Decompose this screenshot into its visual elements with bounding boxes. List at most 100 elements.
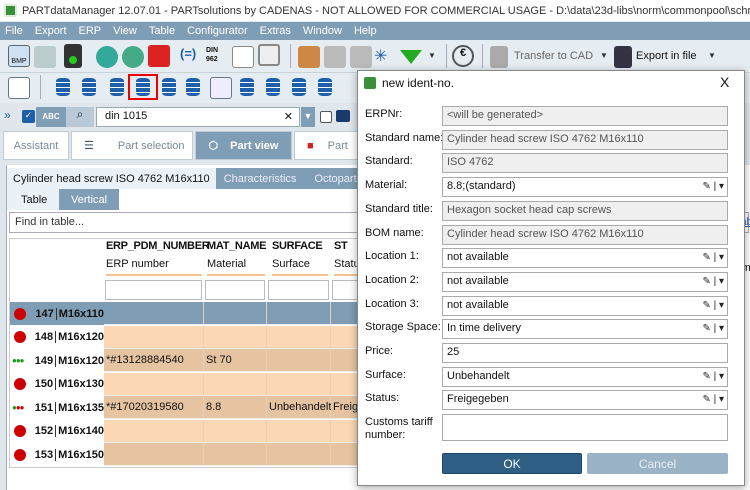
location-1-field[interactable]: not available ✎ | ▾ [442, 248, 728, 269]
cell-status[interactable] [331, 419, 360, 443]
cell-erp[interactable] [104, 302, 204, 325]
price-search-icon[interactable]: € [452, 45, 474, 67]
table-row[interactable]: 153 M16x150 [10, 443, 360, 466]
db-view-icon[interactable] [266, 78, 280, 96]
ok-button[interactable]: OK [442, 453, 582, 474]
search-checkbox[interactable]: ✓ [22, 110, 35, 123]
edit-dropdown-icon[interactable]: ✎ | ▾ [702, 323, 724, 335]
explode-icon[interactable] [324, 46, 346, 68]
search-dropdown-icon[interactable]: ▼ [301, 107, 315, 127]
cell-erp[interactable] [104, 419, 204, 443]
cell-status[interactable] [331, 372, 360, 396]
traffic-light-icon[interactable] [64, 44, 82, 68]
menu-table[interactable]: Table [148, 25, 176, 37]
table-row[interactable]: ●●● 151 M16x135 *#17020319580 8.8 Unbehand… [10, 396, 360, 419]
location-3-field[interactable]: not available ✎ | ▾ [442, 295, 728, 316]
fulltext-search-icon[interactable]: ⌕ [66, 107, 94, 127]
cell-surface[interactable] [267, 372, 331, 396]
table-row[interactable]: 150 M16x130 [10, 372, 360, 396]
panel-icon[interactable] [8, 77, 30, 99]
db-warning-icon[interactable] [318, 78, 332, 96]
subtab-part[interactable]: Cylinder head screw ISO 4762 M16x110 [7, 168, 216, 189]
cell-erp[interactable] [104, 325, 204, 349]
column-surface[interactable]: SURFACE Surface [272, 240, 328, 276]
filter-material[interactable] [205, 280, 265, 300]
subtab-characteristics[interactable]: Characteristics [223, 172, 297, 185]
db-sort-icon[interactable] [292, 78, 306, 96]
menu-view[interactable]: View [113, 25, 137, 37]
edit-dropdown-icon[interactable]: ✎ | ▾ [702, 370, 724, 382]
table-row[interactable]: 148 M16x120 [10, 325, 360, 349]
tab-part[interactable]: ■ Part [294, 131, 360, 160]
cell-surface[interactable] [267, 325, 331, 349]
cell-material[interactable] [204, 325, 267, 349]
edit-dropdown-icon[interactable]: ✎ | ▾ [702, 299, 724, 311]
cell-status[interactable] [331, 443, 360, 466]
cell-material[interactable]: 8.8 [204, 396, 267, 419]
cell-material[interactable] [204, 419, 267, 443]
view-tab-vertical[interactable]: Vertical [59, 189, 119, 210]
edit-dropdown-icon[interactable]: ✎ | ▾ [702, 181, 724, 193]
material-field[interactable]: 8.8;(standard) ✎ | ▾ [442, 177, 728, 198]
column-erp-number[interactable]: ERP_PDM_NUMBER ERP number [106, 240, 210, 276]
cell-erp[interactable] [104, 372, 204, 396]
customs-tariff-number-field[interactable] [442, 414, 728, 442]
transfer-dropdown-icon[interactable]: ▼ [600, 51, 608, 60]
formula-icon[interactable]: (=) [180, 46, 197, 61]
certificate-icon[interactable] [232, 46, 254, 68]
db-help-icon[interactable] [186, 78, 200, 96]
cell-erp[interactable] [104, 443, 204, 466]
filter-erp[interactable] [105, 280, 202, 300]
cell-material[interactable] [204, 372, 267, 396]
table-row[interactable]: 147 M16x110 [10, 302, 360, 325]
db-add-icon[interactable] [162, 78, 176, 96]
cell-erp[interactable]: *#13128884540 [104, 349, 204, 372]
cancel-button[interactable]: Cancel [587, 453, 728, 474]
table-row[interactable]: 152 M16x140 [10, 419, 360, 443]
book-icon[interactable] [336, 110, 350, 122]
close-button[interactable]: X [720, 74, 730, 90]
cell-surface[interactable] [267, 302, 331, 325]
search-input[interactable]: din 1015 ✕ [96, 107, 300, 127]
export-dropdown-icon[interactable]: ▼ [708, 51, 716, 60]
column-material[interactable]: MAT_NAME Material [207, 240, 266, 276]
table-row[interactable]: ●●● 149 M16x120 *#13128884540 St 70 [10, 349, 360, 372]
location-2-field[interactable]: not available ✎ | ▾ [442, 271, 728, 292]
column-status[interactable]: ST Statu [334, 240, 360, 276]
db-user-icon[interactable] [82, 78, 96, 96]
menu-export[interactable]: Export [34, 25, 67, 37]
db-search-icon[interactable] [56, 78, 70, 96]
cell-surface[interactable]: Unbehandelt [267, 396, 331, 419]
din-icon[interactable]: DIN 962 [206, 47, 219, 63]
db-mail-icon[interactable] [136, 78, 150, 96]
edit-dropdown-icon[interactable]: ✎ | ▾ [702, 252, 724, 264]
database-icon[interactable] [110, 78, 124, 96]
menu-window[interactable]: Window [302, 25, 342, 37]
bmp-icon[interactable]: BMP [8, 45, 30, 67]
tree-icon[interactable] [350, 46, 372, 68]
cart-icon[interactable] [34, 46, 56, 68]
storage-space-field[interactable]: In time delivery ✎ | ▾ [442, 319, 728, 340]
subtab-octopart[interactable]: Octopart [314, 172, 357, 185]
option-checkbox[interactable] [320, 111, 332, 123]
table-icon[interactable] [210, 77, 232, 99]
filter-status[interactable] [332, 280, 358, 300]
cell-surface[interactable] [267, 419, 331, 443]
edit-dropdown-icon[interactable]: ✎ | ▾ [702, 394, 724, 406]
cell-surface[interactable] [267, 349, 331, 372]
collapse-icon[interactable]: » [4, 108, 11, 122]
menu-file[interactable]: File [5, 25, 23, 37]
excel-icon[interactable] [258, 44, 280, 66]
status-field[interactable]: Freigegeben ✎ | ▾ [442, 390, 728, 411]
tab-part-view[interactable]: ⬡ Part view [195, 131, 292, 160]
filter-dropdown-icon[interactable]: ▼ [428, 51, 436, 60]
menu-extras[interactable]: Extras [259, 25, 291, 37]
tab-assistant[interactable]: Assistant [3, 131, 69, 160]
menu-erp[interactable]: ERP [78, 25, 102, 37]
abc-toggle[interactable]: ABC [36, 107, 66, 127]
refresh-icon[interactable] [96, 46, 118, 68]
cell-erp[interactable]: *#17020319580 [104, 396, 204, 419]
transfer-to-cad-button[interactable]: Transfer to CAD [514, 50, 594, 62]
cell-status[interactable] [331, 325, 360, 349]
db-new-icon[interactable] [240, 78, 254, 96]
